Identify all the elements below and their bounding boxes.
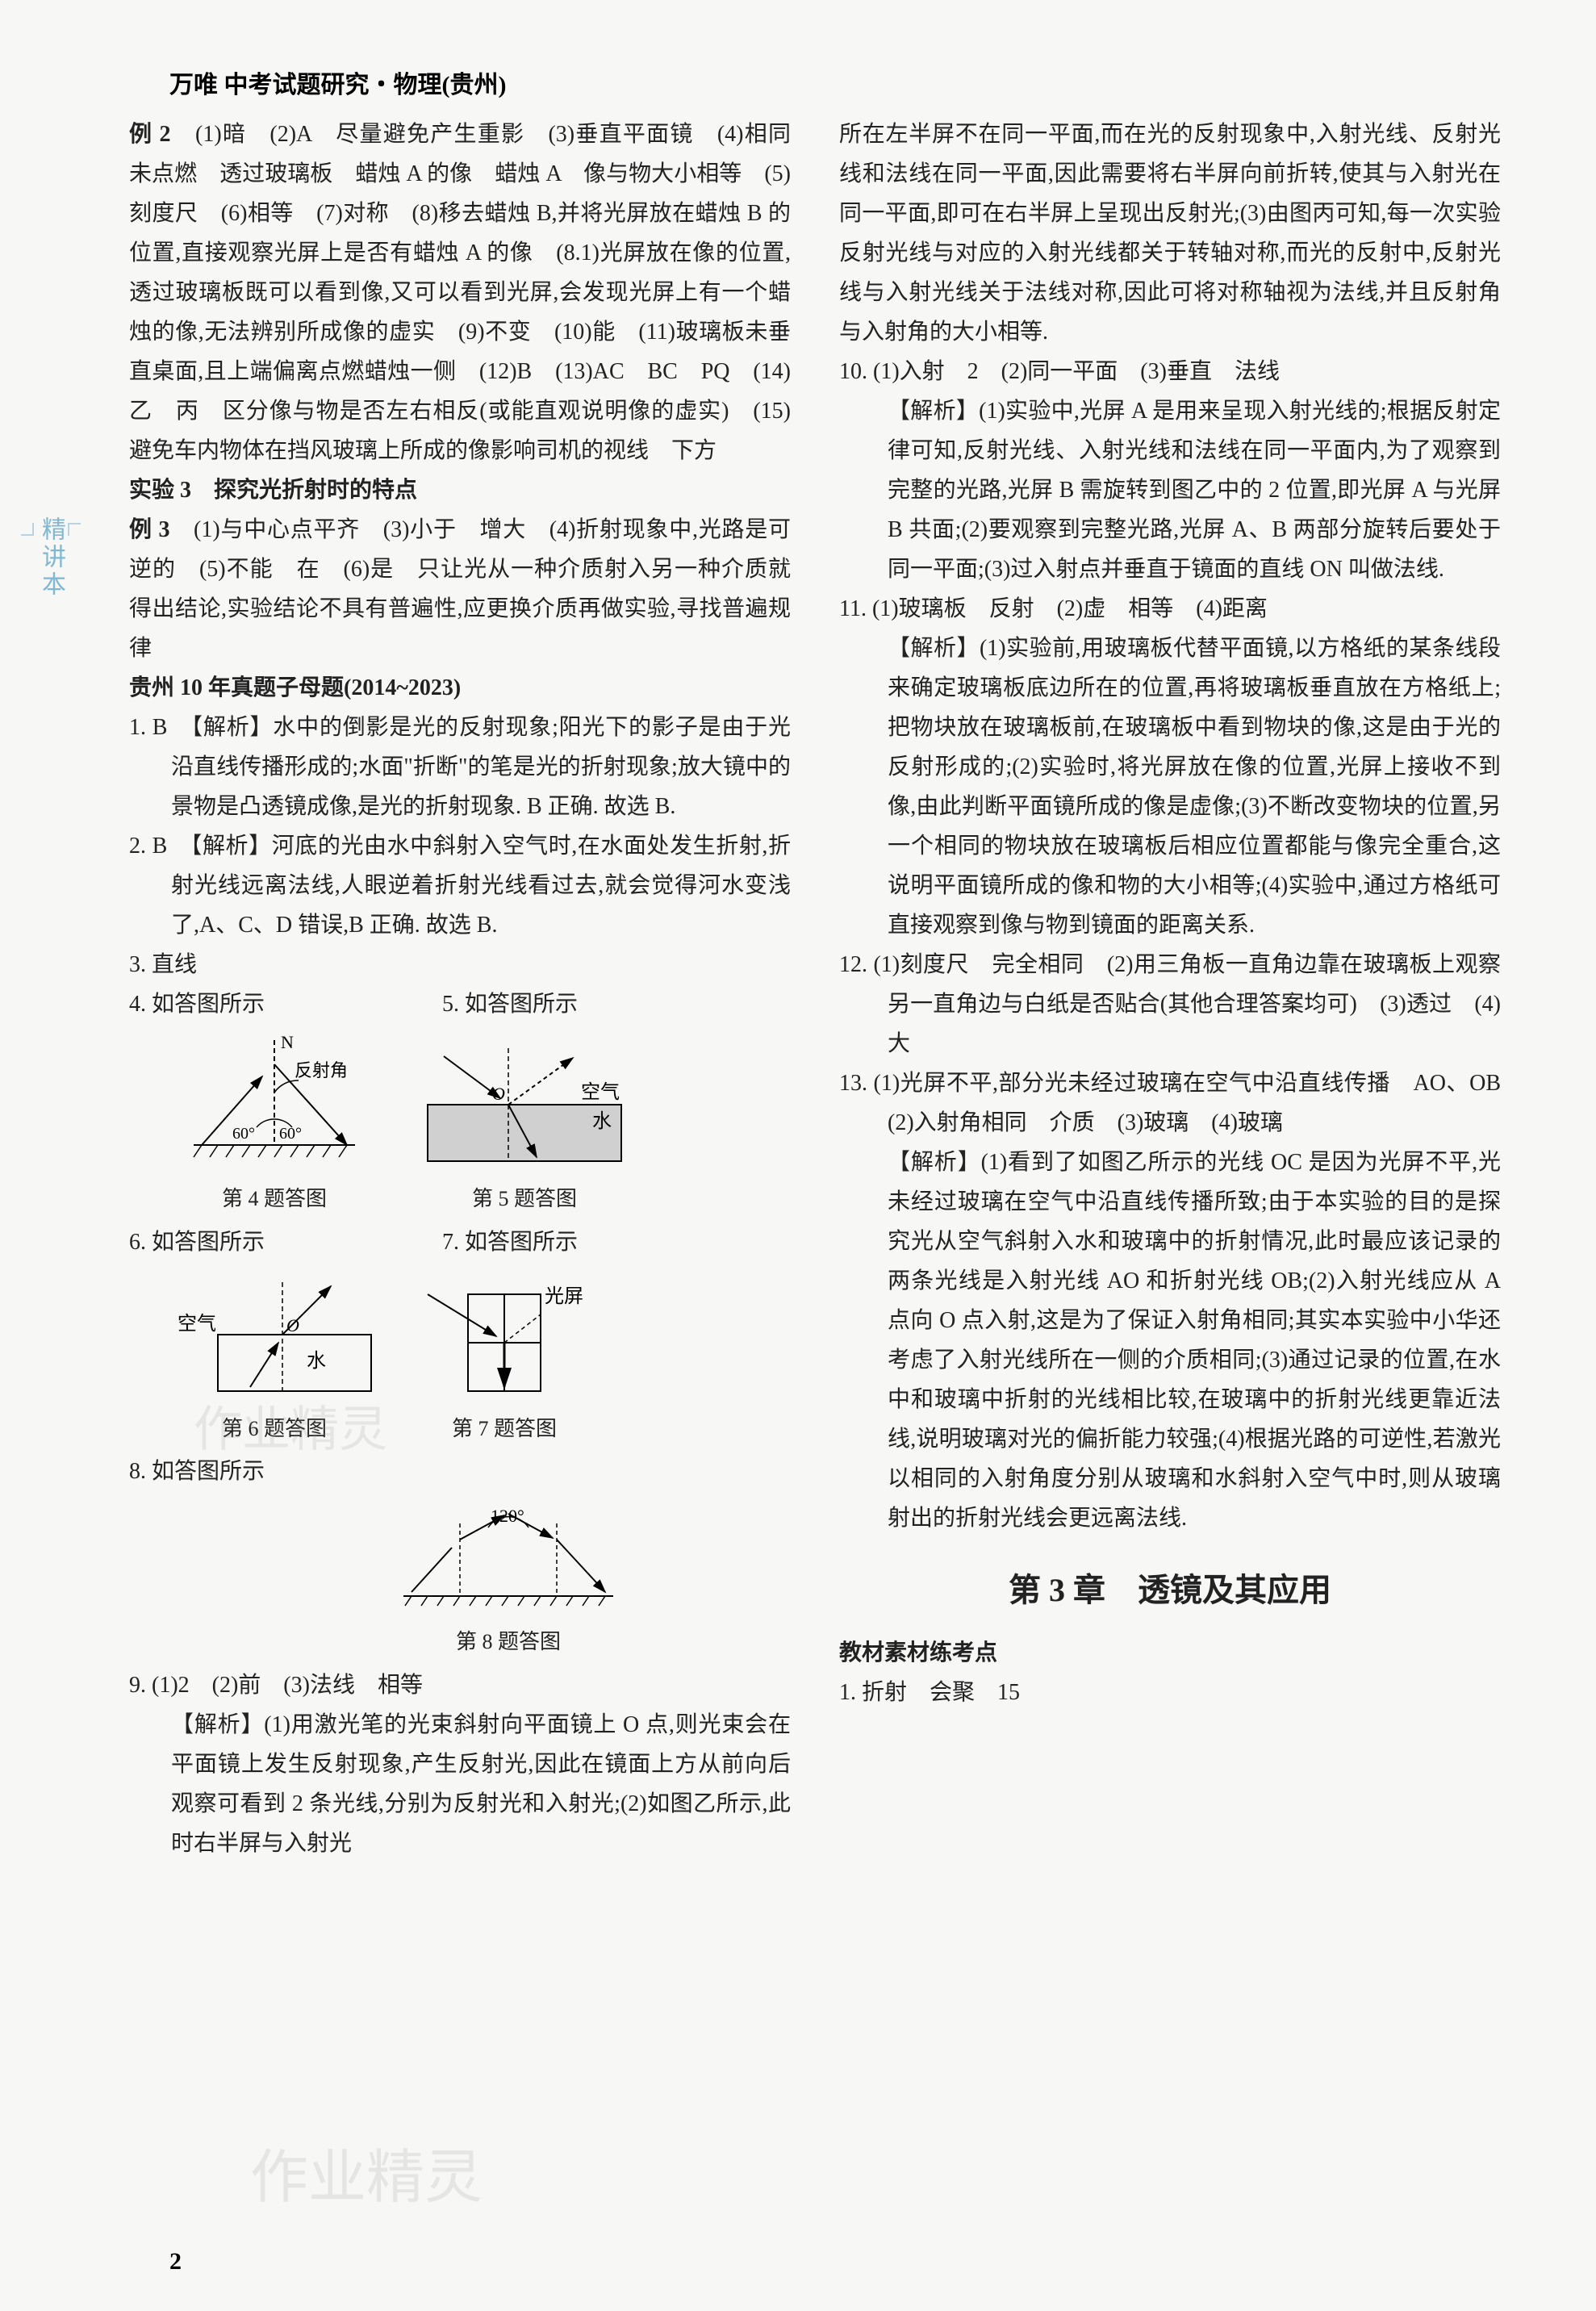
fig8-svg: 120° — [387, 1499, 629, 1620]
fig6-water: 水 — [307, 1350, 326, 1372]
fig6-svg: 空气 O 水 — [169, 1270, 379, 1407]
fig6-o: O — [286, 1315, 299, 1335]
header-title: 中考试题研究・物理(贵州) — [218, 72, 506, 98]
figure-5: O 空气 水 第 5 题答图 — [412, 1032, 637, 1218]
material-title: 教材素材练考点 — [839, 1633, 1501, 1673]
q9-head: 9. (1)2 (2)前 (3)法线 相等 — [129, 1665, 791, 1705]
figure-4: N 反射角 60° 60° — [169, 1032, 379, 1218]
fig4-n: N — [281, 1032, 294, 1052]
figure-8: 120° 第 8 题答图 — [387, 1499, 629, 1661]
page-header: 万唯 中考试题研究・物理(贵州) — [169, 65, 1523, 100]
q7: 7. 如答图所示 — [442, 1222, 578, 1262]
fig4-caption: 第 4 题答图 — [169, 1181, 379, 1218]
figure-row-6-7: 空气 O 水 第 6 题答图 — [169, 1270, 791, 1448]
q6: 6. 如答图所示 — [129, 1222, 265, 1262]
q2: 2. B 【解析】河底的光由水中斜射入空气时,在水面处发生折射,折射光线远离法线… — [129, 826, 791, 945]
left-column: 例 2 (1)暗 (2)A 尽量避免产生重影 (3)垂直平面镜 (4)相同 未点… — [129, 115, 791, 1863]
side-tab: 精讲本 — [48, 516, 81, 599]
fig4-a2: 60° — [279, 1125, 302, 1143]
ex2-text: (1)暗 (2)A 尽量避免产生重影 (3)垂直平面镜 (4)相同 未点燃 透过… — [129, 122, 813, 463]
q4: 4. 如答图所示 — [129, 984, 265, 1024]
real-questions-title: 贵州 10 年真题子母题(2014~2023) — [129, 668, 791, 708]
q1: 1. B 【解析】水中的倒影是光的反射现象;阳光下的影子是由于光沿直线传播形成的… — [129, 708, 791, 826]
figure-6: 空气 O 水 第 6 题答图 — [169, 1270, 379, 1448]
fig5-water: 水 — [592, 1110, 612, 1132]
experiment-3-title: 实验 3 探究光折射时的特点 — [129, 470, 791, 510]
q11-head: 11. (1)玻璃板 反射 (2)虚 相等 (4)距离 — [839, 589, 1501, 629]
fig5-caption: 第 5 题答图 — [412, 1181, 637, 1218]
figure-row-4-5: N 反射角 60° 60° — [169, 1032, 791, 1218]
fig6-air: 空气 — [178, 1313, 216, 1335]
q3: 3. 直线 — [129, 945, 791, 984]
q13-head: 13. (1)光屏不平,部分光未经过玻璃在空气中沿直线传播 AO、OB (2)入… — [839, 1064, 1501, 1143]
fig4-svg: N 反射角 60° 60° — [169, 1032, 379, 1177]
page: 精讲本 万唯 中考试题研究・物理(贵州) 例 2 (1)暗 (2)A 尽量避免产… — [0, 0, 1596, 2311]
ex3-text: (1)与中心点平齐 (3)小于 增大 (4)折射现象中,光路是可逆的 (5)不能… — [129, 517, 791, 661]
q5: 5. 如答图所示 — [442, 984, 578, 1024]
example-3: 例 3 (1)与中心点平齐 (3)小于 增大 (4)折射现象中,光路是可逆的 (… — [129, 510, 791, 668]
fig5-svg: O 空气 水 — [412, 1032, 637, 1177]
q13-body: 【解析】(1)看到了如图乙所示的光线 OC 是因为光屏不平,光未经过玻璃在空气中… — [839, 1143, 1501, 1538]
brand: 万唯 — [169, 72, 218, 98]
fig8-caption: 第 8 题答图 — [387, 1624, 629, 1661]
r-p1: 所在左半屏不在同一平面,而在光的反射现象中,入射光线、反射光线和法线在同一平面,… — [839, 115, 1501, 352]
q8: 8. 如答图所示 — [129, 1452, 791, 1491]
fig6-caption: 第 6 题答图 — [169, 1410, 379, 1448]
fig5-air: 空气 — [581, 1081, 620, 1103]
q10-head: 10. (1)入射 2 (2)同一平面 (3)垂直 法线 — [839, 352, 1501, 391]
page-number: 2 — [169, 2248, 182, 2275]
q12: 12. (1)刻度尺 完全相同 (2)用三角板一直角边靠在玻璃板上观察另一直角边… — [839, 945, 1501, 1064]
fig7-screen: 光屏 — [545, 1285, 583, 1307]
ex2-label: 例 2 — [129, 122, 171, 147]
chapter-3-title: 第 3 章 透镜及其应用 — [839, 1562, 1501, 1619]
fig4-a1: 60° — [232, 1125, 255, 1143]
figure-7: 光屏 第 7 题答图 — [412, 1270, 597, 1448]
q11-body: 【解析】(1)实验前,用玻璃板代替平面镜,以方格纸的某条线段来确定玻璃板底边所在… — [839, 629, 1501, 945]
content-columns: 例 2 (1)暗 (2)A 尽量避免产生重影 (3)垂直平面镜 (4)相同 未点… — [129, 115, 1523, 1863]
watermark-2: 作业精灵 — [250, 2129, 483, 2214]
fig7-caption: 第 7 题答图 — [412, 1410, 597, 1448]
fig4-refl: 反射角 — [295, 1060, 348, 1080]
q10-body: 【解析】(1)实验中,光屏 A 是用来呈现入射光线的;根据反射定律可知,反射光线… — [839, 391, 1501, 589]
right-column: 所在左半屏不在同一平面,而在光的反射现象中,入射光线、反射光线和法线在同一平面,… — [839, 115, 1501, 1863]
example-2: 例 2 (1)暗 (2)A 尽量避免产生重影 (3)垂直平面镜 (4)相同 未点… — [129, 115, 791, 470]
fig8-angle: 120° — [491, 1506, 524, 1526]
figure-row-8: 120° 第 8 题答图 — [226, 1499, 791, 1661]
fig5-o: O — [492, 1084, 505, 1104]
fig7-svg: 光屏 — [412, 1270, 597, 1407]
q9-body: 【解析】(1)用激光笔的光束斜射向平面镜上 O 点,则光束会在平面镜上发生反射现… — [129, 1705, 791, 1863]
ex3-label: 例 3 — [129, 517, 170, 542]
mat-q1: 1. 折射 会聚 15 — [839, 1673, 1501, 1712]
